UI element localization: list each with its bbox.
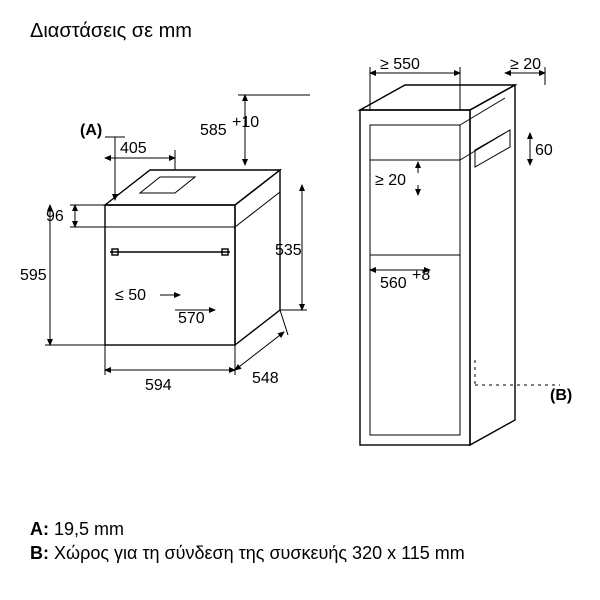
marker-b: (B)	[550, 387, 572, 404]
dim-560: 560	[380, 275, 407, 292]
dim-ge20t: ≥ 20	[510, 56, 541, 73]
legend-a-value: 19,5 mm	[54, 519, 124, 539]
legend: A: 19,5 mm B: Χώρος για τη σύνδεση της σ…	[30, 518, 465, 565]
dim-570: 570	[178, 310, 205, 327]
dim-ge550: ≥ 550	[380, 56, 420, 73]
legend-b-value: Χώρος για τη σύνδεση της συσκευής 320 x …	[54, 543, 465, 563]
legend-b: B: Χώρος για τη σύνδεση της συσκευής 320…	[30, 542, 465, 565]
dim-548: 548	[252, 370, 279, 387]
dimension-drawing: (A) 405 96 595 ≤ 50 570 594 548 535 585 …	[20, 55, 580, 485]
dim-560-sup: +8	[412, 267, 430, 284]
diagram-title: Διαστάσεις σε mm	[30, 20, 192, 43]
dim-594: 594	[145, 377, 172, 394]
dim-60: 60	[535, 142, 553, 159]
dim-405: 405	[120, 140, 147, 157]
dim-le50: ≤ 50	[115, 287, 146, 304]
dim-535: 535	[275, 242, 302, 259]
legend-b-label: B:	[30, 543, 49, 563]
dim-585-sup: +10	[232, 114, 259, 131]
dim-ge20m: ≥ 20	[375, 172, 406, 189]
marker-a: (A)	[80, 122, 102, 139]
dim-595: 595	[20, 267, 47, 284]
dim-585: 585	[200, 122, 227, 139]
dim-96: 96	[46, 208, 64, 225]
legend-a-label: A:	[30, 519, 49, 539]
legend-a: A: 19,5 mm	[30, 518, 465, 541]
